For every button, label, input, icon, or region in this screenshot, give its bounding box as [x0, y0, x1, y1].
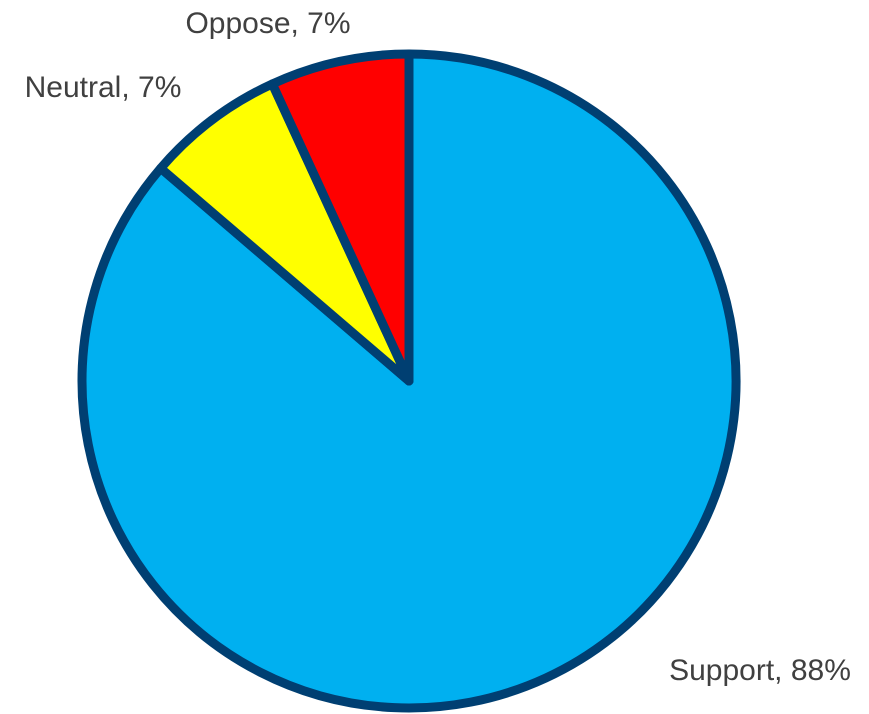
pie-slice-neutral	[156, 79, 414, 386]
pie-slice-oppose	[267, 49, 414, 386]
pie-slices	[77, 49, 741, 713]
slice-label-oppose: Oppose, 7%	[185, 7, 350, 40]
slice-label-support: Support, 88%	[669, 654, 851, 687]
slice-label-neutral: Neutral, 7%	[25, 71, 182, 104]
pie-labels: Support, 88% Neutral, 7% Oppose, 7%	[25, 7, 851, 687]
